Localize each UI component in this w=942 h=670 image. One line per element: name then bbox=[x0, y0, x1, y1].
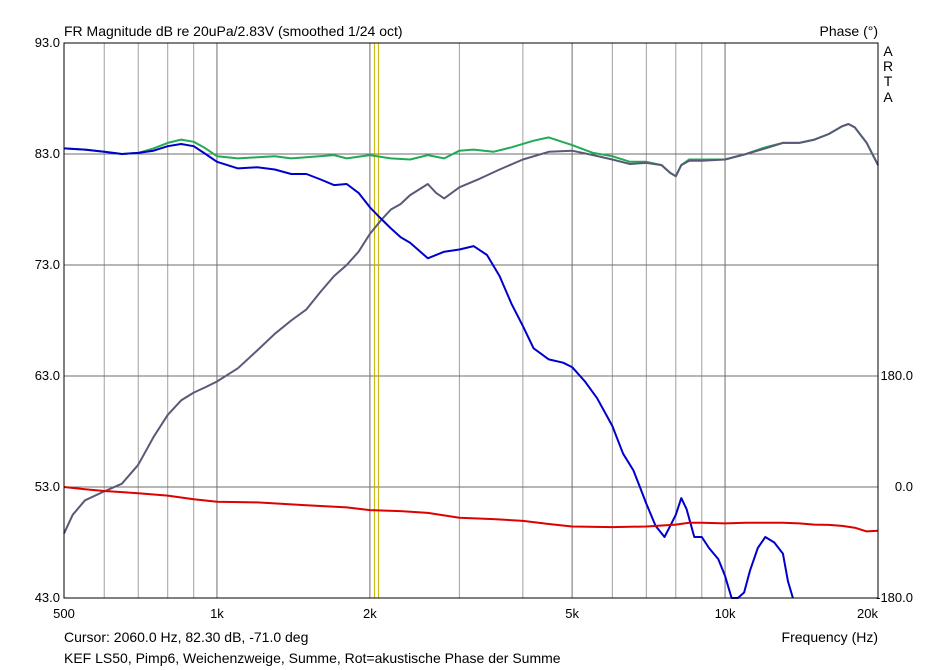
phase-tick-label: 0.0 bbox=[895, 479, 913, 494]
y-tick-label: 73.0 bbox=[35, 257, 60, 272]
y-tick-label: 63.0 bbox=[35, 368, 60, 383]
x-axis-label: Frequency (Hz) bbox=[782, 629, 878, 645]
arta-letter: A bbox=[883, 43, 893, 59]
woofer-curve bbox=[63, 143, 794, 599]
arta-letter: A bbox=[883, 89, 893, 105]
chart-caption: KEF LS50, Pimp6, Weichenzweige, Summe, R… bbox=[64, 650, 561, 666]
cursor-readout: Cursor: 2060.0 Hz, 82.30 dB, -71.0 deg bbox=[64, 629, 308, 645]
cursor-line[interactable] bbox=[373, 43, 379, 598]
x-tick-label: 1k bbox=[210, 606, 224, 621]
y-tick-label: 53.0 bbox=[35, 479, 60, 494]
plot-grid bbox=[64, 43, 878, 598]
x-tick-label: 500 bbox=[53, 606, 75, 621]
y-tick-label: 43.0 bbox=[35, 590, 60, 605]
y-tick-label: 93.0 bbox=[35, 35, 60, 50]
x-tick-label: 5k bbox=[565, 606, 579, 621]
arta-letter: T bbox=[884, 73, 893, 89]
tweeter-curve bbox=[63, 123, 879, 535]
x-tick-label: 20k bbox=[857, 606, 878, 621]
phase-tick-label: 180.0 bbox=[880, 368, 913, 383]
arta-letter: R bbox=[883, 58, 893, 74]
phase-tick-label: -180.0 bbox=[876, 590, 913, 605]
phase-axis-label: Phase (°) bbox=[819, 23, 878, 39]
x-tick-label: 2k bbox=[363, 606, 377, 621]
plot-series bbox=[63, 123, 879, 599]
arta-watermark: A R T A bbox=[883, 43, 893, 105]
phase-curve bbox=[63, 486, 879, 533]
y-tick-label: 83.0 bbox=[35, 146, 60, 161]
x-tick-label: 10k bbox=[715, 606, 736, 621]
plot-frame bbox=[63, 42, 879, 599]
chart-title: FR Magnitude dB re 20uPa/2.83V (smoothed… bbox=[64, 23, 403, 39]
